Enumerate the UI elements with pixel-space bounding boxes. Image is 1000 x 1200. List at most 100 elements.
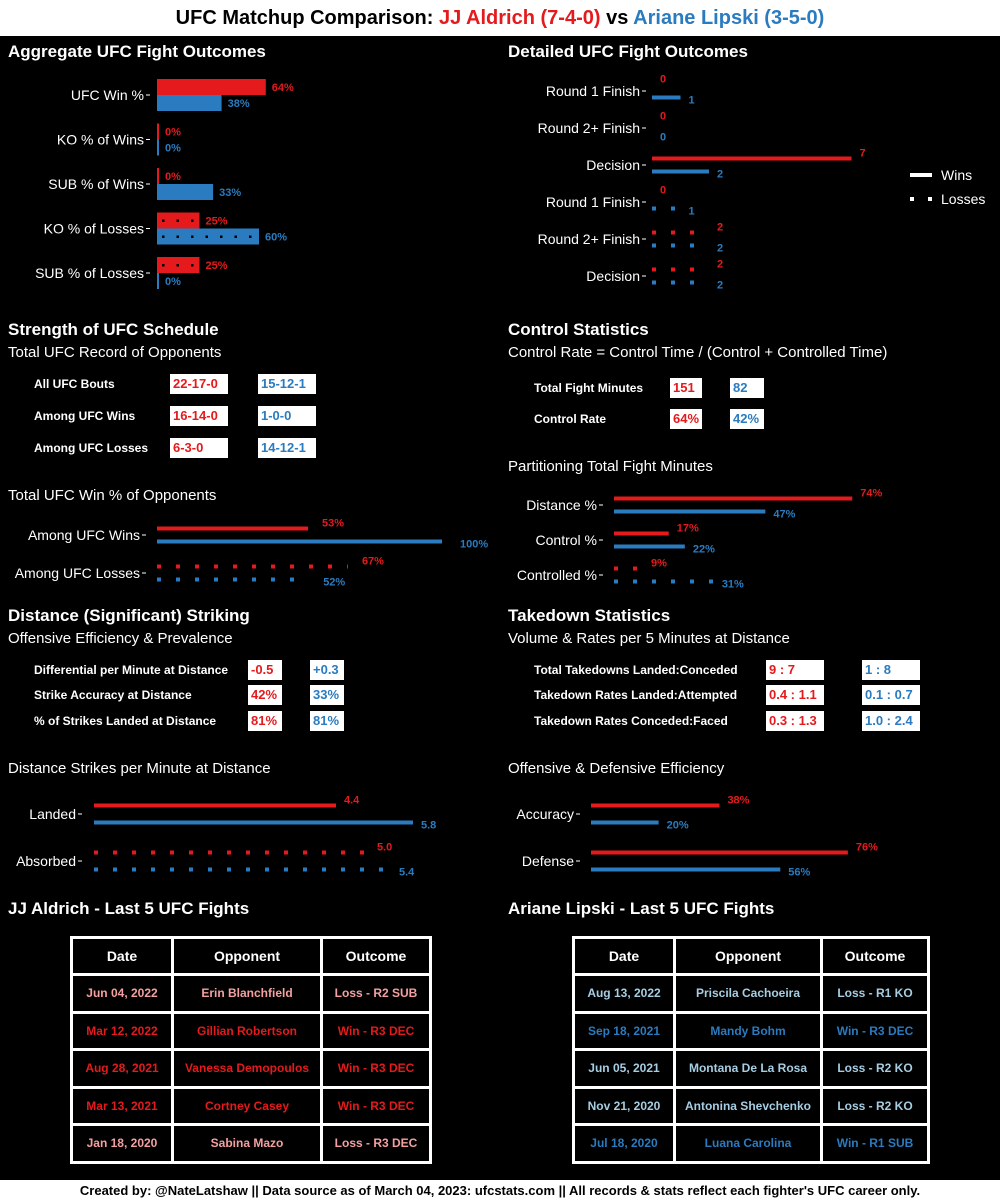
- table-row: Jan 18, 2020 Sabina Mazo Loss - R3 DEC: [73, 1126, 429, 1161]
- takedown-f1-conceded: 0.3 : 1.3: [766, 711, 824, 731]
- category-label: SUB % of Losses: [35, 265, 144, 281]
- table-row: Jun 05, 2021 Montana De La Rosa Loss - R2 …: [575, 1051, 927, 1086]
- schedule-title: Strength of UFC Schedule: [8, 320, 219, 339]
- bar-fighter2: [157, 184, 214, 200]
- fighter2-name: Ariane Lipski (3-5-0): [633, 6, 825, 29]
- control-f2-rate: 42%: [730, 409, 764, 429]
- striking-label-accuracy: Strike Accuracy at Distance: [34, 688, 192, 702]
- page-title: UFC Matchup Comparison: JJ Aldrich (7-4-…: [176, 7, 825, 30]
- data-label-fighter2: 56%: [788, 867, 810, 879]
- opponent-cell: Luana Carolina: [676, 1126, 820, 1161]
- data-label-fighter1: 4.4: [344, 795, 360, 807]
- opp-record-label-losses: Among UFC Losses: [34, 441, 149, 455]
- category-label: KO % of Wins: [57, 132, 144, 148]
- category-label: Absorbed: [16, 853, 76, 869]
- category-label: Round 1 Finish: [546, 194, 640, 210]
- category-label: SUB % of Wins: [48, 176, 144, 192]
- bar-fighter2: [157, 95, 222, 111]
- date-cell: Jun 05, 2021: [575, 1051, 673, 1086]
- opponent-cell: Sabina Mazo: [174, 1126, 320, 1161]
- aggregate-title: Aggregate UFC Fight Outcomes: [8, 42, 266, 61]
- data-label-fighter1: 0%: [165, 127, 181, 139]
- opponent-cell: Vanessa Demopoulos: [174, 1051, 320, 1086]
- opp-record-f2-losses: 14-12-1: [258, 438, 316, 458]
- off-def-subtitle: Offensive & Defensive Efficiency: [508, 760, 725, 777]
- striking-f2-landed: 81%: [310, 711, 344, 731]
- data-label-fighter2: 60%: [265, 232, 287, 244]
- takedown-f1-landed: 0.4 : 1.1: [766, 685, 824, 705]
- data-label-fighter1: 76%: [856, 842, 878, 854]
- control-subtitle: Control Rate = Control Time / (Control +…: [508, 344, 888, 361]
- opp-record-f1-losses: 6-3-0: [170, 438, 228, 458]
- striking-f2-diff: +0.3: [310, 660, 344, 680]
- takedown-title: Takedown Statistics: [508, 606, 671, 625]
- data-label-fighter1: 0: [660, 111, 666, 123]
- header-bar: UFC Matchup Comparison: JJ Aldrich (7-4-…: [0, 0, 1000, 36]
- col-header-date: Date: [73, 939, 171, 973]
- date-cell: Jun 04, 2022: [73, 976, 171, 1011]
- data-label-fighter2: 47%: [773, 509, 795, 521]
- date-cell: Aug 28, 2021: [73, 1051, 171, 1086]
- bar-dot-pattern: [249, 235, 252, 238]
- bar-dot-pattern: [191, 219, 194, 222]
- category-label: Distance %: [526, 497, 597, 513]
- detailed-chart: Round 1 Finish 0 1 Round 2+ Finish 0 0 Decisio…: [538, 74, 866, 292]
- col-header-opponent: Opponent: [676, 939, 820, 973]
- schedule-subtitle: Total UFC Record of Opponents: [8, 344, 222, 361]
- striking-f1-accuracy: 42%: [248, 685, 282, 705]
- bar-dot-pattern: [162, 219, 165, 222]
- takedown-f1-total: 9 : 7: [766, 660, 824, 680]
- striking-f1-landed: 81%: [248, 711, 282, 731]
- takedown-f2-conceded: 1.0 : 2.4: [862, 711, 920, 731]
- date-cell: Sep 18, 2021: [575, 1013, 673, 1048]
- bar-dot-pattern: [191, 235, 194, 238]
- data-label-fighter2: 33%: [219, 187, 241, 199]
- data-label-fighter1: 17%: [677, 523, 699, 535]
- data-label-fighter2: 2: [717, 169, 723, 181]
- category-label: UFC Win %: [71, 87, 144, 103]
- partition-chart: Distance % 74% 47% Control % 17% 22% Controlle…: [517, 488, 883, 591]
- title-vs: vs: [600, 6, 634, 29]
- data-label-fighter1: 2: [717, 222, 723, 234]
- data-label-fighter2: 100%: [460, 539, 488, 551]
- fighter1-name: JJ Aldrich (7-4-0): [439, 6, 601, 29]
- legend-wins-label: Wins: [941, 167, 972, 183]
- col-header-outcome: Outcome: [823, 939, 927, 973]
- data-label-fighter1: 67%: [362, 556, 384, 568]
- data-label-fighter1: 64%: [272, 82, 294, 94]
- data-label-fighter1: 25%: [206, 216, 228, 228]
- table-row: Aug 28, 2021 Vanessa Demopoulos Win - R3 D…: [73, 1051, 429, 1086]
- bar-dot-pattern: [176, 235, 179, 238]
- date-cell: Aug 13, 2022: [575, 976, 673, 1011]
- data-label-fighter2: 0%: [165, 143, 181, 155]
- outcome-cell: Win - R3 DEC: [323, 1051, 429, 1086]
- table-row: Jun 04, 2022 Erin Blanchfield Loss - R2 SU…: [73, 976, 429, 1011]
- category-label: Round 2+ Finish: [538, 120, 640, 136]
- takedown-subtitle: Volume & Rates per 5 Minutes at Distance: [508, 630, 790, 647]
- bar-fighter1: [157, 79, 266, 95]
- data-label-fighter1: 53%: [322, 518, 344, 530]
- opp-winpct-subtitle: Total UFC Win % of Opponents: [8, 487, 217, 504]
- opponent-cell: Erin Blanchfield: [174, 976, 320, 1011]
- date-cell: Mar 13, 2021: [73, 1088, 171, 1123]
- bar-dot-pattern: [234, 235, 237, 238]
- striking-label-diff: Differential per Minute at Distance: [34, 663, 229, 677]
- category-label: Control %: [536, 532, 597, 548]
- control-f2-minutes: 82: [730, 378, 764, 398]
- footer-bar: Created by: @NateLatshaw || Data source …: [0, 1180, 1000, 1200]
- opponent-cell: Montana De La Rosa: [676, 1051, 820, 1086]
- outcome-cell: Win - R3 DEC: [323, 1088, 429, 1123]
- control-label-rate: Control Rate: [534, 412, 606, 426]
- data-label-fighter2: 1: [689, 206, 695, 218]
- date-cell: Jan 18, 2020: [73, 1126, 171, 1161]
- table-row: Jul 18, 2020 Luana Carolina Win - R1 SUB: [575, 1126, 927, 1161]
- data-label-fighter1: 7: [860, 148, 866, 160]
- opp-record-f1-all: 22-17-0: [170, 374, 228, 394]
- outcome-cell: Loss - R1 KO: [823, 976, 927, 1011]
- bar-fighter2: [157, 139, 159, 156]
- opponent-cell: Gillian Robertson: [174, 1013, 320, 1048]
- data-label-fighter2: 1: [689, 95, 695, 107]
- table-row: Mar 12, 2022 Gillian Robertson Win - R3 DE…: [73, 1013, 429, 1048]
- detailed-title: Detailed UFC Fight Outcomes: [508, 42, 748, 61]
- category-label: Among UFC Wins: [28, 527, 140, 543]
